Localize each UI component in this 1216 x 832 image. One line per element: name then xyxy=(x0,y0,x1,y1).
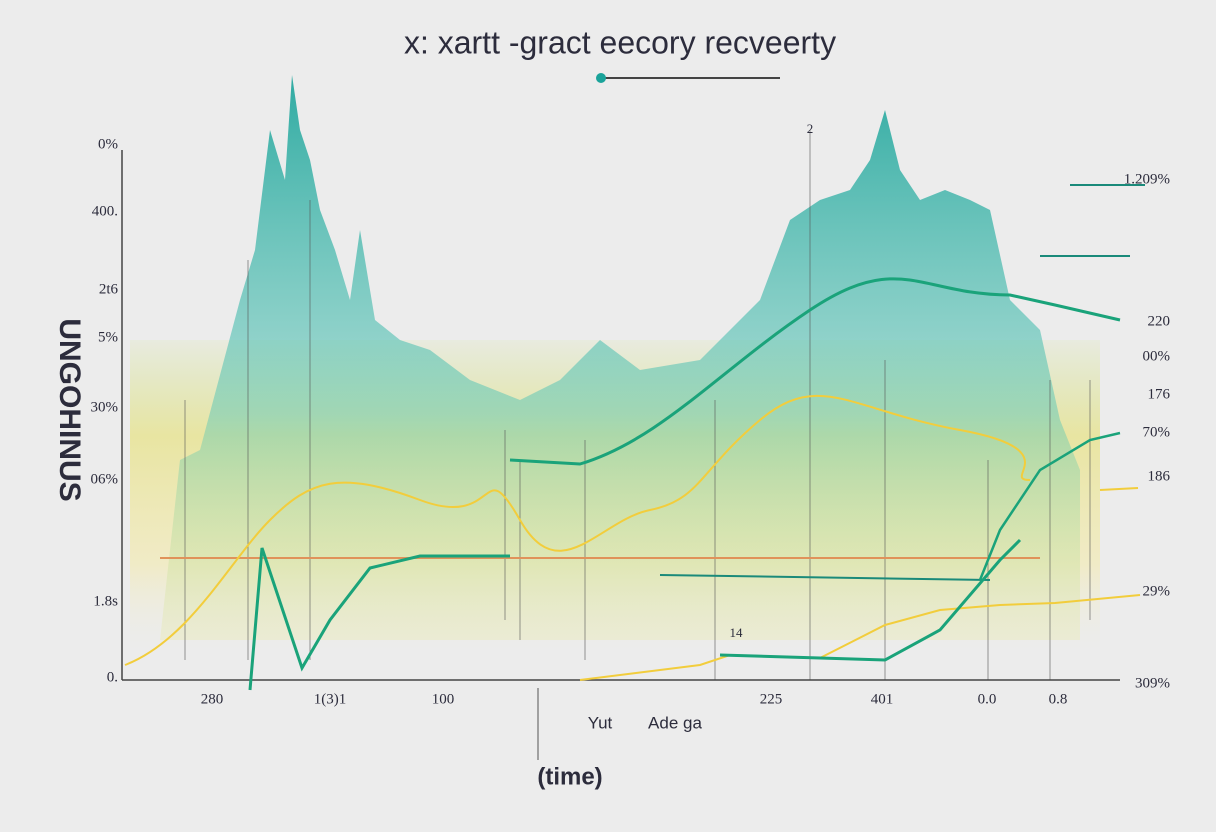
left-label: 5% xyxy=(98,329,118,345)
dark-line xyxy=(659,574,991,581)
green-line-4 xyxy=(978,431,1121,581)
annotation: 14 xyxy=(730,625,744,640)
right-label: 29% xyxy=(1143,583,1171,599)
title: x: xartt -gract eecory recveerty xyxy=(404,24,836,60)
right-label: 309% xyxy=(1135,675,1170,691)
x-label: 100 xyxy=(432,691,455,707)
right-label: 176 xyxy=(1148,386,1171,402)
x-label: 0.8 xyxy=(1049,691,1068,707)
left-label: 30% xyxy=(91,399,119,415)
yellow-line-2 xyxy=(579,594,1141,681)
left-label: 0. xyxy=(107,669,118,685)
green-line xyxy=(248,547,510,691)
left-label: 2t6 xyxy=(99,281,119,297)
right-label: 70% xyxy=(1143,424,1171,440)
left-label: 06% xyxy=(91,471,119,487)
x-label: 1(3)1 xyxy=(314,691,347,707)
x-label: 0.0 xyxy=(978,691,997,707)
vertical-lines xyxy=(184,130,1091,680)
right-label: 186 xyxy=(1148,468,1171,484)
x-label: 280 xyxy=(201,691,224,707)
marker xyxy=(596,73,606,83)
labels: 0% 400. 2t6 5% 30% 06% 1.8s 0. 1.209% 220 00% 176 70… xyxy=(53,121,1170,790)
y-axis-label: UNGOHINUS xyxy=(53,318,86,501)
x-axis-label: (time) xyxy=(537,763,602,790)
green-line-3 xyxy=(719,538,1022,662)
spike-area xyxy=(160,75,1080,640)
right-label: 220 xyxy=(1148,313,1171,329)
x-label: 225 xyxy=(760,691,783,707)
right-label: 00% xyxy=(1143,348,1171,364)
left-label: 0% xyxy=(98,136,118,152)
green-curve xyxy=(509,277,1121,466)
right-label: 1.209% xyxy=(1124,171,1170,187)
yellow-line xyxy=(124,394,1031,666)
x-label: 401 xyxy=(871,691,894,707)
annotation: 2 xyxy=(807,121,814,136)
legend-text: Yut xyxy=(588,713,613,732)
left-label: 1.8s xyxy=(93,593,118,609)
tick xyxy=(1099,487,1139,491)
legend-text: Ade ga xyxy=(648,713,702,732)
left-label: 400. xyxy=(92,203,118,219)
